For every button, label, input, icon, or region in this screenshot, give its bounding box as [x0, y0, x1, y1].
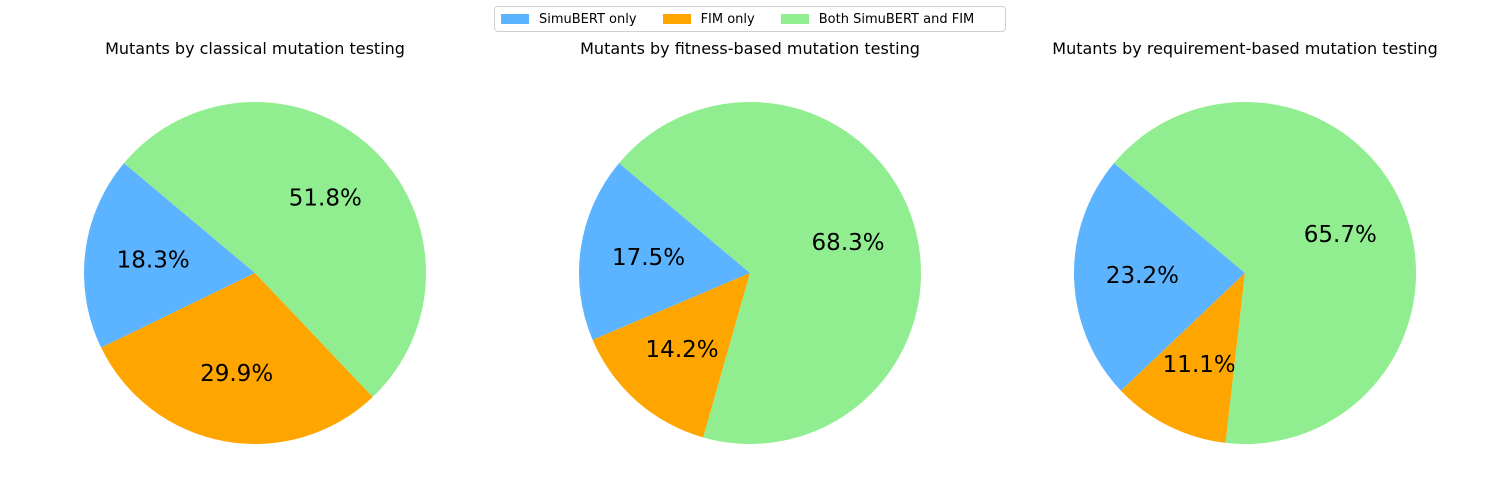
legend: SimuBERT only FIM only Both SimuBERT and…	[494, 6, 1006, 32]
pie-title: Mutants by fitness-based mutation testin…	[580, 39, 920, 58]
legend-swatch	[662, 14, 691, 24]
pie-label-both: 65.7%	[1304, 222, 1377, 248]
pie-chart-3: Mutants by requirement-based mutation te…	[1052, 39, 1438, 444]
pie-label-simubert-only: 18.3%	[117, 247, 190, 273]
pie-label-fim-only: 14.2%	[646, 337, 719, 363]
legend-swatch	[780, 14, 809, 24]
pie-slice-simubert-only	[578, 163, 750, 340]
pie-title: Mutants by requirement-based mutation te…	[1052, 39, 1437, 58]
legend-item-simubert-only: SimuBERT only	[501, 12, 637, 27]
legend-label: SimuBERT only	[539, 11, 637, 27]
pie-chart-2: Mutants by fitness-based mutation testin…	[578, 39, 922, 444]
pie-slice-both	[124, 101, 427, 397]
pie-slice-simubert-only	[84, 163, 256, 348]
pie-label-simubert-only: 23.2%	[1106, 263, 1179, 289]
legend-label: FIM only	[700, 11, 755, 27]
pie-label-simubert-only: 17.5%	[612, 245, 685, 271]
pie-label-both: 51.8%	[289, 185, 362, 211]
legend-label: Both SimuBERT and FIM	[818, 11, 975, 27]
legend-swatch	[501, 14, 529, 24]
pie-slice-fim-only	[1121, 273, 1245, 443]
legend-item-both: Both SimuBERT and FIM	[780, 11, 975, 27]
legend-item-fim-only: FIM only	[662, 11, 755, 27]
pie-title: Mutants by classical mutation testing	[105, 39, 405, 58]
pie-slice-fim-only	[592, 273, 750, 438]
pie-label-both: 68.3%	[812, 230, 885, 256]
pie-slice-fim-only	[101, 273, 373, 445]
pie-slice-both	[1114, 101, 1417, 444]
pie-slice-both	[619, 101, 922, 444]
pie-label-fim-only: 11.1%	[1163, 352, 1236, 378]
pie-slice-simubert-only	[1074, 163, 1245, 391]
pie-label-fim-only: 29.9%	[200, 361, 273, 387]
pie-chart-1: Mutants by classical mutation testing 18.…	[84, 39, 427, 445]
